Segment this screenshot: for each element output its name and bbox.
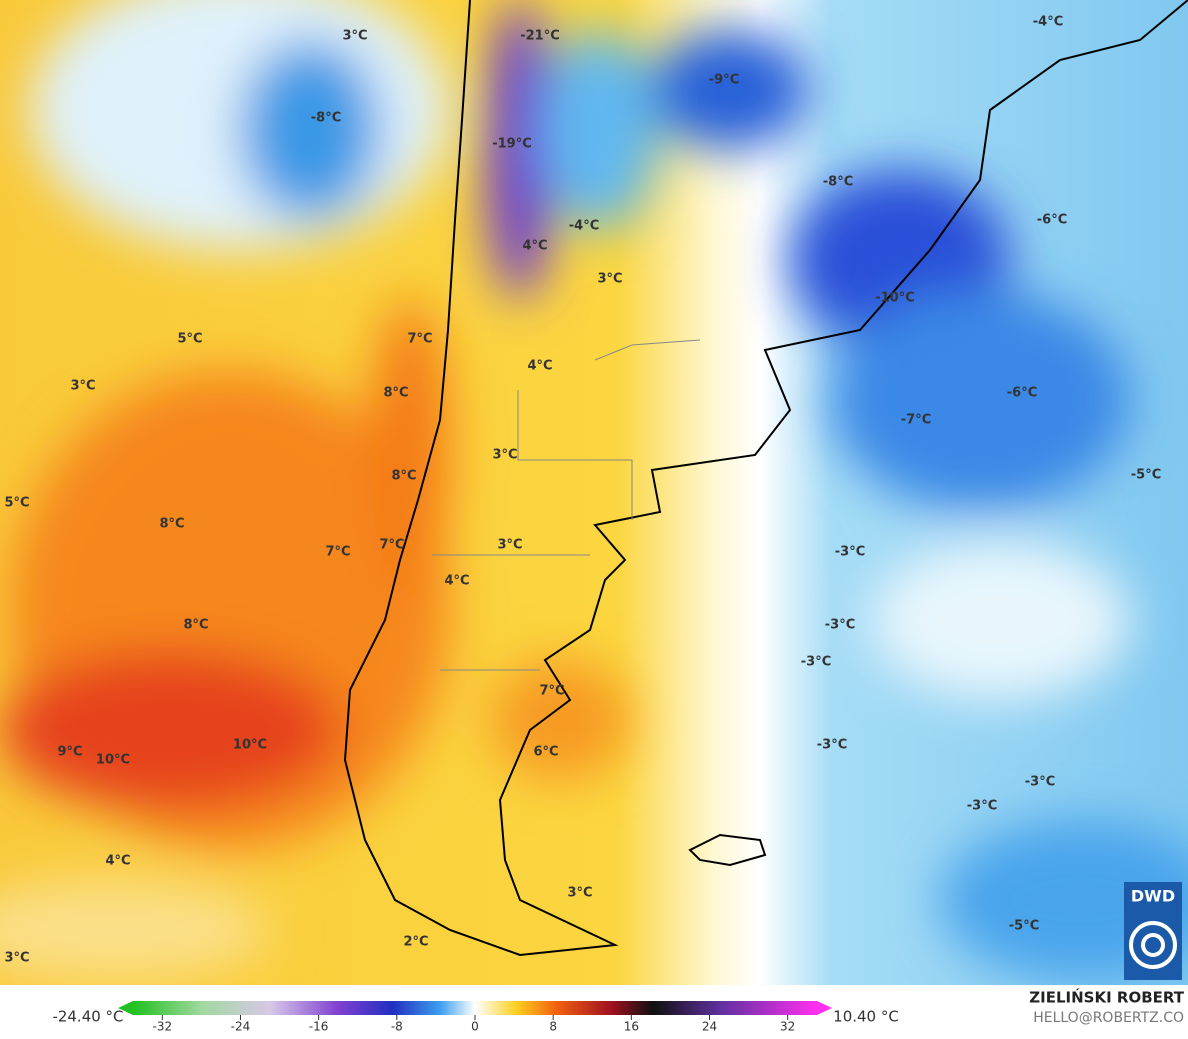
temperature-label: -8°C (823, 175, 853, 190)
temperature-label: 7°C (325, 545, 350, 560)
temperature-label: -10°C (875, 291, 915, 306)
colorbar-tick-label: -16 (309, 1020, 329, 1034)
temperature-label: 2°C (403, 935, 428, 950)
temperature-label: 3°C (497, 538, 522, 553)
temperature-label: 3°C (70, 379, 95, 394)
temperature-label: 8°C (159, 517, 184, 532)
falkland-islands (688, 833, 767, 867)
temperature-label: 10°C (96, 753, 130, 768)
colorbar-tick-label: 24 (702, 1020, 717, 1034)
temperature-label: -8°C (311, 111, 341, 126)
dwd-logo-text: DWD (1131, 887, 1175, 906)
colorbar-ticks: -32 -24 -16 -8 0 8 16 24 32 (153, 1015, 795, 1034)
colorbar (133, 1001, 817, 1015)
colorbar-min: -24.40 °C (52, 1008, 123, 1026)
dwd-logo-swirl (1141, 933, 1165, 957)
colorbar-max: 10.40 °C (833, 1008, 899, 1026)
temperature-label: 3°C (4, 951, 29, 966)
temperature-label: 8°C (391, 469, 416, 484)
colorbar-tick-label: 8 (549, 1020, 557, 1034)
temperature-label: -3°C (835, 545, 865, 560)
temperature-label: -6°C (1037, 213, 1067, 228)
temperature-label: -3°C (1025, 775, 1055, 790)
temperature-label: 9°C (57, 745, 82, 760)
colorbar-tick-label: -32 (153, 1020, 173, 1034)
temperature-label: -5°C (1009, 919, 1039, 934)
temperature-label: 4°C (527, 359, 552, 374)
temperature-label: 3°C (597, 272, 622, 287)
temperature-label: 4°C (522, 239, 547, 254)
colorbar-tick-label: 0 (471, 1020, 479, 1034)
temperature-label: -3°C (967, 799, 997, 814)
temperature-label: 3°C (492, 448, 517, 463)
temperature-label: -9°C (709, 73, 739, 88)
temperature-label: -3°C (825, 618, 855, 633)
temperature-labels: -21°C -9°C -4°C 3°C -8°C -19°C -8°C -6°C 4°C -4°C… (4, 15, 1161, 966)
contact: HELLO@ROBERTZ.CO (1033, 1010, 1184, 1026)
temperature-label: -21°C (520, 29, 560, 44)
temperature-label: -5°C (1131, 468, 1161, 483)
temperature-label: 5°C (4, 496, 29, 511)
temperature-label: -4°C (569, 219, 599, 234)
temperature-label: -3°C (801, 655, 831, 670)
temperature-label: 7°C (407, 332, 432, 347)
temperature-label: 4°C (105, 854, 130, 869)
colorbar-max-arrow (817, 1001, 832, 1015)
temperature-label: -6°C (1007, 386, 1037, 401)
temperature-label: 4°C (444, 574, 469, 589)
temperature-label: -7°C (901, 413, 931, 428)
colorbar-min-arrow (118, 1001, 133, 1015)
temperature-label: 8°C (183, 618, 208, 633)
temperature-label: 3°C (342, 29, 367, 44)
colorbar-tick-label: 32 (780, 1020, 795, 1034)
temperature-label: -3°C (817, 738, 847, 753)
dwd-logo-swirl (1129, 921, 1177, 969)
temperature-label: -4°C (1033, 15, 1063, 30)
coastline (343, 0, 1188, 957)
colorbar-tick-label: -24 (231, 1020, 251, 1034)
temperature-label: -19°C (492, 137, 532, 152)
temperature-label: 7°C (539, 684, 564, 699)
temperature-label: 8°C (383, 386, 408, 401)
author: ZIELIŃSKI ROBERT (1029, 988, 1184, 1007)
temperature-label: 7°C (379, 538, 404, 553)
temperature-label: 10°C (233, 738, 267, 753)
temperature-label: 3°C (567, 886, 592, 901)
borders (432, 339, 701, 671)
colorbar-tick-label: 16 (624, 1020, 639, 1034)
temperature-label: 5°C (177, 332, 202, 347)
temperature-label: 6°C (533, 745, 558, 760)
colorbar-tick-label: -8 (391, 1020, 403, 1034)
